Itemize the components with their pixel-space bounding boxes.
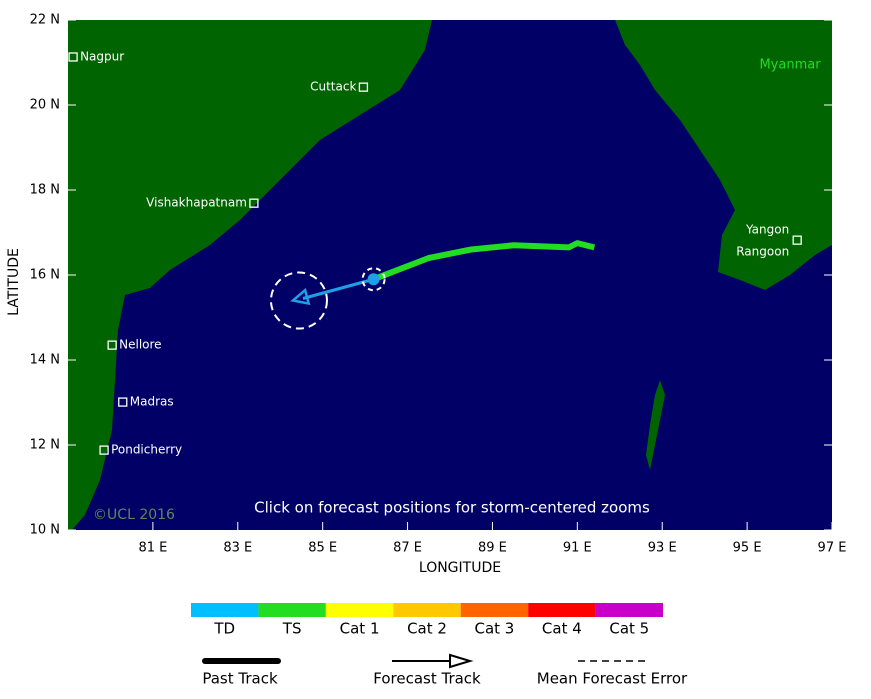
city-marker <box>99 445 109 455</box>
intensity-swatch <box>325 603 394 617</box>
x-axis-title: LONGITUDE <box>419 560 501 576</box>
intensity-swatch <box>258 603 326 617</box>
current-position <box>367 273 380 286</box>
intensity-label: TS <box>282 620 302 638</box>
city-label: Madras <box>130 395 174 409</box>
city-marker <box>68 52 78 62</box>
city-label: Nagpur <box>80 49 124 63</box>
y-axis-title: LATITUDE <box>6 248 22 316</box>
forecast-track <box>302 277 374 300</box>
intensity-label: TD <box>213 620 235 638</box>
country-label: Myanmar <box>759 58 821 73</box>
x-tick-label: 83 E <box>223 541 252 556</box>
intensity-swatch <box>528 603 596 617</box>
city-label: Nellore <box>119 338 161 352</box>
x-tick-label: 97 E <box>818 541 847 556</box>
forecast-arrow-swatch <box>449 653 474 669</box>
forecast-arrowhead <box>290 287 311 306</box>
intensity-swatch <box>595 603 663 617</box>
city-marker <box>107 340 117 350</box>
city-label: Cuttack <box>310 80 356 94</box>
x-tick-label: 89 E <box>478 541 507 556</box>
intensity-label: Cat 3 <box>474 620 514 638</box>
y-tick-label: 12 N <box>30 438 60 453</box>
x-tick-label: 95 E <box>733 541 762 556</box>
current-position-ring <box>361 267 386 292</box>
y-tick-label: 20 N <box>30 98 60 113</box>
city-label: Rangoon <box>736 245 789 259</box>
x-tick-label: 87 E <box>393 541 422 556</box>
legend-label: Past Track <box>202 670 278 688</box>
y-tick-label: 18 N <box>30 183 60 198</box>
y-tick-label: 16 N <box>30 268 60 283</box>
city-label: Pondicherry <box>111 443 182 457</box>
x-tick-label: 85 E <box>308 541 337 556</box>
city-marker <box>358 82 369 92</box>
legend-label: Forecast Track <box>373 670 481 688</box>
intensity-swatch <box>460 603 529 617</box>
city-label: Yangon <box>745 223 789 237</box>
intensity-label: Cat 5 <box>609 620 649 638</box>
intensity-label: Cat 1 <box>340 620 380 638</box>
intensity-swatch <box>393 603 461 617</box>
forecast-error-circle <box>269 271 328 330</box>
y-tick-label: 22 N <box>30 13 60 28</box>
x-tick-label: 81 E <box>138 541 167 556</box>
city-marker <box>118 397 128 407</box>
intensity-label: Cat 2 <box>407 620 447 638</box>
past-track <box>372 240 596 283</box>
intensity-label: Cat 4 <box>542 620 582 638</box>
land <box>68 20 832 530</box>
intensity-swatch <box>191 603 259 617</box>
note: Click on forecast positions for storm-ce… <box>254 499 650 517</box>
y-tick-label: 10 N <box>30 523 60 538</box>
city-marker <box>249 198 259 208</box>
y-tick-label: 14 N <box>30 353 60 368</box>
x-tick-label: 91 E <box>563 541 592 556</box>
city-label: Vishakhapatnam <box>146 196 247 210</box>
copyright: ©UCL 2016 <box>93 507 175 523</box>
legend-label: Mean Forecast Error <box>537 670 688 688</box>
city-marker <box>792 235 802 245</box>
x-tick-label: 93 E <box>648 541 677 556</box>
